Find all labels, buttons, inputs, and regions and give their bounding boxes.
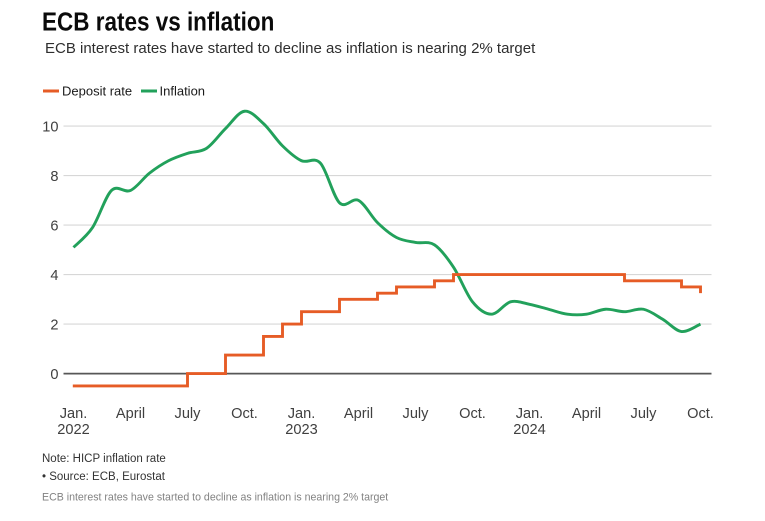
svg-text:July: July	[631, 406, 658, 422]
svg-text:4: 4	[50, 268, 58, 284]
svg-text:8: 8	[50, 169, 58, 185]
svg-text:July: July	[175, 406, 202, 422]
svg-text:6: 6	[50, 218, 58, 234]
svg-text:Jan.: Jan.	[288, 406, 316, 422]
svg-text:Oct.: Oct.	[459, 406, 486, 422]
svg-text:Note: HICP inflation rate: Note: HICP inflation rate	[42, 453, 166, 465]
svg-text:Inflation: Inflation	[160, 84, 206, 99]
svg-text:2022: 2022	[57, 422, 89, 438]
svg-text:Jan.: Jan.	[60, 406, 88, 422]
svg-text:ECB rates vs inflation: ECB rates vs inflation	[42, 8, 274, 37]
svg-text:10: 10	[42, 119, 58, 135]
svg-text:2024: 2024	[513, 422, 545, 438]
svg-text:July: July	[403, 406, 430, 422]
svg-text:Deposit rate: Deposit rate	[62, 84, 132, 99]
svg-text:Oct.: Oct.	[687, 406, 714, 422]
svg-text:2: 2	[50, 317, 58, 333]
svg-text:ECB interest rates have starte: ECB interest rates have started to decli…	[42, 492, 388, 504]
svg-text:April: April	[116, 406, 145, 422]
svg-text:Oct.: Oct.	[231, 406, 258, 422]
svg-text:April: April	[344, 406, 373, 422]
svg-text:2023: 2023	[285, 422, 317, 438]
svg-text:Jan.: Jan.	[516, 406, 544, 422]
svg-text:0: 0	[50, 367, 58, 383]
svg-text:• Source: ECB, Eurostat: • Source: ECB, Eurostat	[42, 471, 166, 483]
svg-text:ECB interest rates have starte: ECB interest rates have started to decli…	[45, 40, 536, 57]
svg-text:April: April	[572, 406, 601, 422]
